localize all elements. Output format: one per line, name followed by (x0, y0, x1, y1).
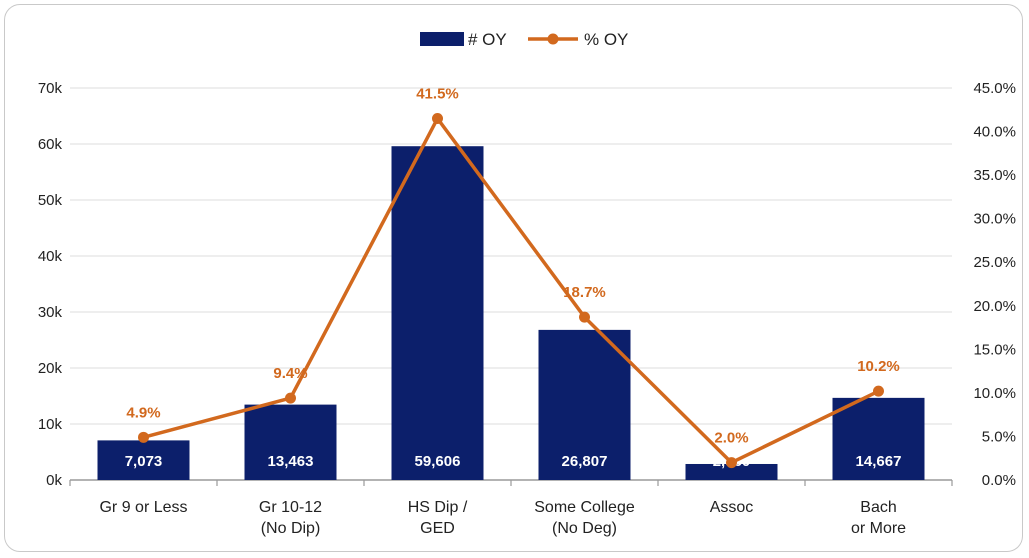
right-axis: 0.0% 5.0% 10.0% 15.0% 20.0% 25.0% 30.0% 35.0% 40… (973, 80, 1016, 489)
bar (391, 146, 484, 480)
category-label: Gr 9 or Less (99, 499, 187, 516)
category-label: Some College (No Deg) (534, 499, 635, 537)
right-axis-tick-label: 15.0% (973, 341, 1016, 358)
bar-value-label: 26,807 (562, 453, 608, 470)
bar-value-label: 13,463 (268, 453, 314, 470)
left-axis-tick-label: 30k (38, 304, 63, 321)
left-axis-tick-label: 0k (46, 472, 62, 489)
left-axis-tick-label: 40k (38, 248, 63, 265)
right-axis-tick-label: 45.0% (973, 80, 1016, 97)
pct-point (138, 431, 149, 443)
left-axis-tick-label: 70k (38, 80, 63, 97)
bar-value-label: 14,667 (856, 453, 902, 470)
left-axis-tick-label: 20k (38, 360, 63, 377)
category-labels: Gr 9 or Less Gr 10-12 (No Dip) HS Dip / GED S… (99, 499, 906, 537)
pct-point (432, 112, 443, 124)
right-axis-tick-label: 40.0% (973, 124, 1016, 141)
category-label: Gr 10-12 (No Dip) (259, 499, 322, 537)
legend-label-bar: # OY (468, 30, 507, 49)
pct-value-label: 41.5% (416, 85, 459, 102)
right-axis-tick-label: 5.0% (982, 428, 1016, 445)
legend-swatch-marker (547, 33, 559, 45)
line-series (138, 112, 884, 469)
category-label: HS Dip / GED (408, 499, 468, 537)
gridlines (69, 87, 953, 486)
category-label: Assoc (710, 499, 754, 516)
pct-value-label: 18.7% (563, 284, 606, 301)
pct-value-label: 10.2% (857, 358, 900, 375)
left-axis: 0k 10k 20k 30k 40k 50k 60k 70k (38, 80, 63, 489)
right-axis-tick-label: 25.0% (973, 254, 1016, 271)
legend: # OY % OY (420, 30, 628, 49)
pct-value-label: 4.9% (126, 404, 160, 421)
bar (685, 463, 778, 480)
pct-point (726, 457, 737, 469)
right-axis-tick-label: 0.0% (982, 472, 1016, 489)
bar-value-label: 7,073 (125, 453, 163, 470)
right-axis-tick-label: 10.0% (973, 385, 1016, 402)
pct-value-label: 2.0% (714, 430, 748, 447)
pct-line (143, 116, 880, 465)
bar-value-label: 59,606 (415, 453, 461, 470)
right-axis-tick-label: 30.0% (973, 211, 1016, 228)
pct-value-label: 9.4% (273, 365, 307, 382)
bars-series (97, 146, 925, 480)
pct-point (873, 385, 884, 397)
legend-swatch-bar (420, 32, 464, 46)
pct-point (579, 311, 590, 323)
bar (97, 440, 190, 480)
pct-point (285, 392, 296, 404)
left-axis-tick-label: 10k (38, 416, 63, 433)
bar (538, 329, 631, 480)
line-value-labels: 4.9% 9.4% 41.5% 18.7% 2.0% 10.2% (126, 85, 899, 446)
bar (832, 397, 925, 480)
right-axis-tick-label: 20.0% (973, 298, 1016, 315)
right-axis-tick-label: 35.0% (973, 167, 1016, 184)
left-axis-tick-label: 60k (38, 136, 63, 153)
bar (244, 404, 337, 480)
legend-label-line: % OY (584, 30, 628, 49)
left-axis-tick-label: 50k (38, 192, 63, 209)
category-label: Bach or More (851, 499, 906, 537)
